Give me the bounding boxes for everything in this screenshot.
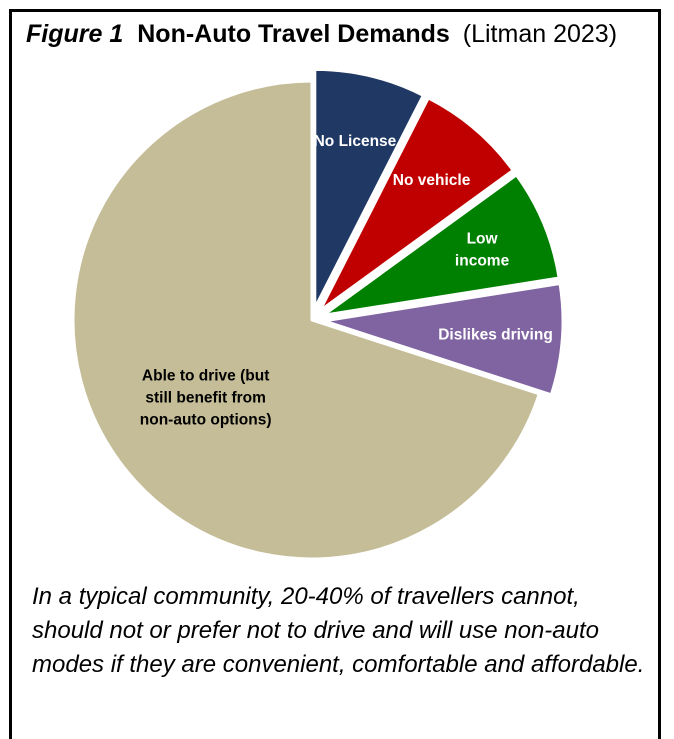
pie-slice-label-2: No vehicle xyxy=(393,172,471,189)
figure-title: Figure 1 Non-Auto Travel Demands (Litman … xyxy=(26,20,617,49)
pie-slice-2 xyxy=(318,96,515,313)
pie-slice-1 xyxy=(313,67,425,310)
pie-slice-label-1: No License xyxy=(314,133,397,150)
pie-slice-label-3: Low income xyxy=(455,231,510,270)
figure-number: Figure 1 xyxy=(26,20,124,48)
figure-caption: In a typical community, 20-40% of travel… xyxy=(32,583,645,678)
pie-slice-4 xyxy=(322,282,565,397)
pie-slice-3 xyxy=(321,173,561,317)
figure-title-text: Non-Auto Travel Demands xyxy=(137,20,450,48)
figure-frame xyxy=(9,9,661,739)
pie-slice-label-4: Dislikes driving xyxy=(438,326,553,343)
pie-slice-5 xyxy=(71,79,541,561)
figure-source: (Litman 2023) xyxy=(462,20,618,48)
pie-slice-label-5: Able to drive (but still benefit from non-… xyxy=(140,367,272,428)
